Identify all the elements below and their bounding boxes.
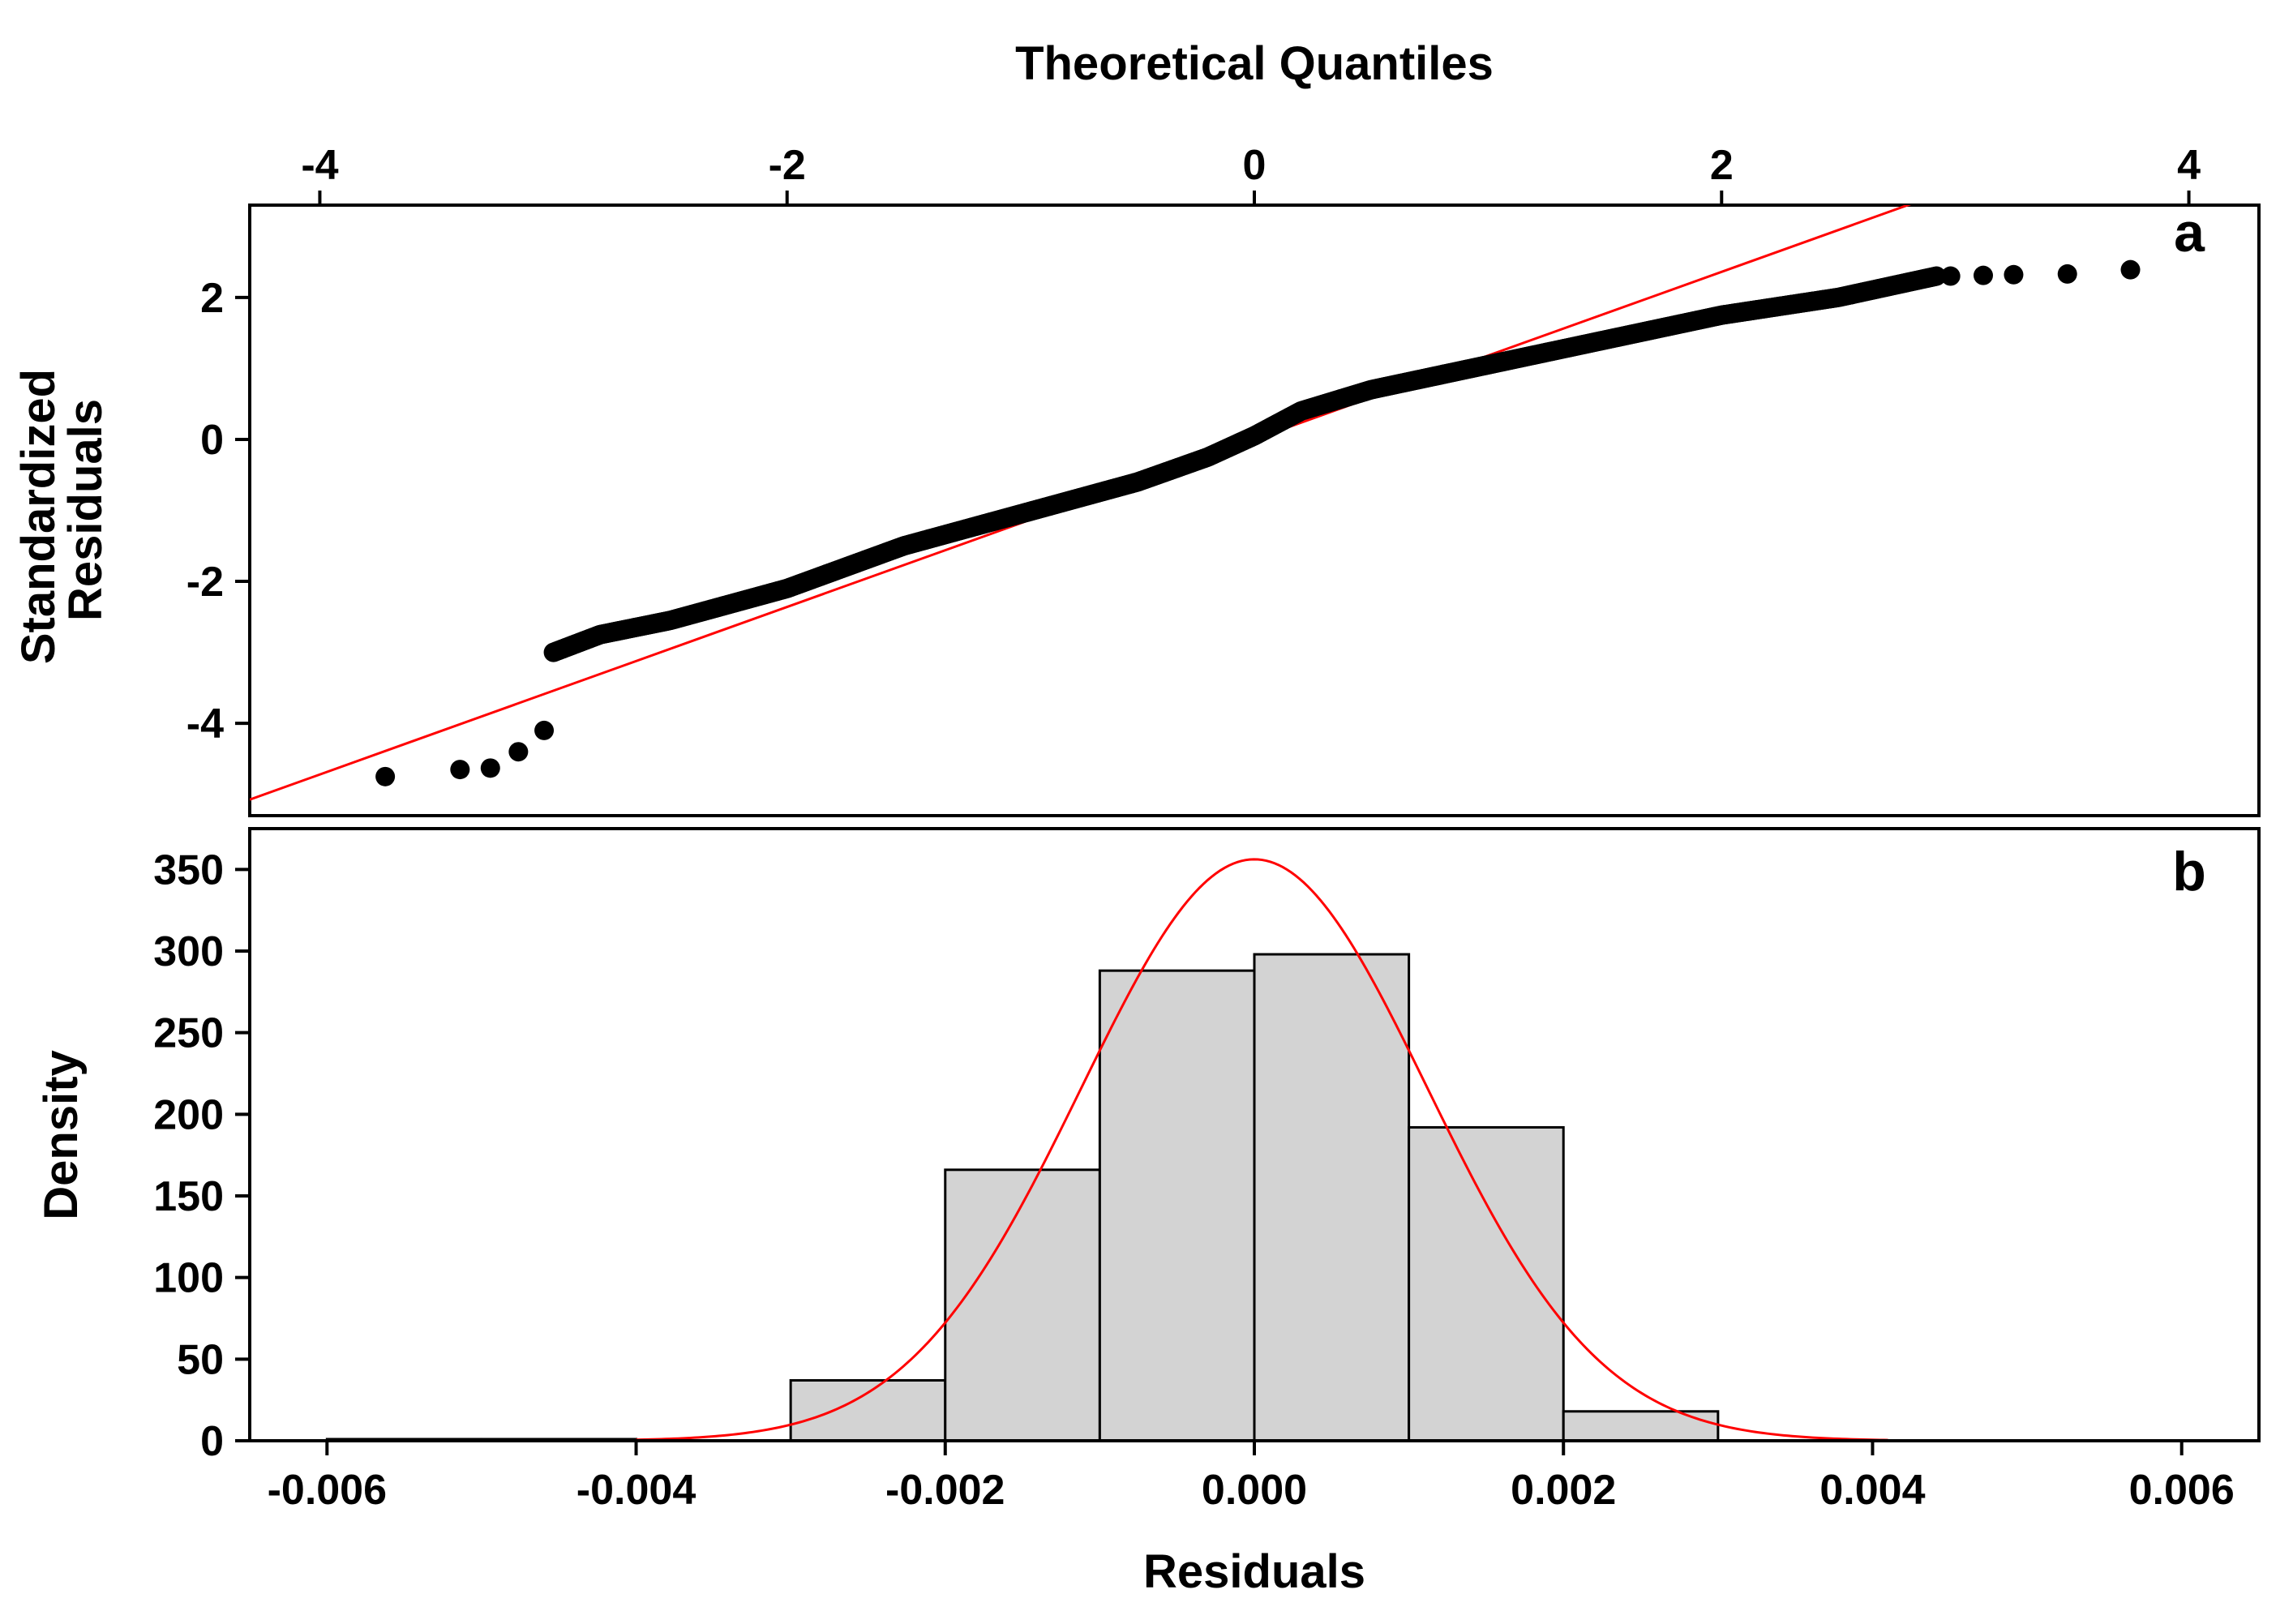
qq-point — [480, 758, 500, 778]
qq-point — [2120, 259, 2141, 280]
panel-b-x-axis-title: Residuals — [1143, 1545, 1365, 1598]
qq-point — [1973, 265, 1993, 285]
panel-a-y-tick-label: -4 — [186, 701, 224, 748]
qq-point — [534, 720, 555, 740]
qq-point — [375, 766, 396, 786]
qq-points — [375, 259, 2141, 786]
panel-a-y-tick-label: 2 — [200, 275, 224, 322]
normal-density-curve — [636, 858, 1888, 1441]
histogram-bar — [1562, 1410, 1720, 1441]
histogram-bar — [1098, 969, 1256, 1441]
panel-b-y-tick-label: 300 — [153, 928, 224, 975]
panel-b-label: b — [2172, 841, 2206, 902]
panel-a-x-tick-label: -4 — [301, 142, 338, 189]
panel-b-x-axis-ticks: -0.006 -0.004 -0.002 0.000 0.002 0.004 0.006 — [268, 1441, 2235, 1514]
panel-b-x-tick-label: -0.004 — [576, 1467, 696, 1514]
panel-b-x-tick-label: 0.002 — [1511, 1467, 1616, 1514]
panel-a-y-axis-title: Standardized Residuals — [12, 356, 112, 664]
histogram-bar — [1253, 953, 1411, 1441]
qq-point — [1940, 266, 1961, 286]
panel-a-x-axis-title: Theoretical Quantiles — [1015, 37, 1494, 90]
panel-a-label: a — [2174, 202, 2205, 264]
qq-point — [2004, 264, 2024, 285]
panel-b-y-tick-label: 250 — [153, 1010, 224, 1057]
panel-b-x-tick-label: 0.006 — [2129, 1467, 2235, 1514]
panel-b-y-tick-label: 200 — [153, 1091, 224, 1138]
histogram-bars — [325, 953, 1720, 1441]
panel-a-y-tick-label: 0 — [200, 417, 224, 464]
panel-a-y-tick-label: -2 — [186, 559, 224, 606]
panel-a-y-axis-title-line-1: Standardized — [12, 369, 65, 664]
panel-b-histogram: -0.006 -0.004 -0.002 0.000 0.002 0.004 0.006 0… — [35, 827, 2261, 1598]
panel-a-x-axis-ticks: -4 -2 0 2 4 — [301, 142, 2201, 205]
panel-b-y-axis-title: Density — [35, 1050, 88, 1220]
panel-b-y-axis-ticks: 0 50 100 150 200 250 300 350 — [153, 846, 250, 1465]
qq-point — [1927, 266, 1947, 286]
histogram-bar — [944, 1168, 1101, 1441]
panel-b-y-tick-label: 50 — [177, 1336, 224, 1383]
panel-b-x-tick-label: 0.000 — [1202, 1467, 1307, 1514]
panel-b-y-tick-label: 0 — [200, 1418, 224, 1465]
panel-b-x-tick-label: -0.006 — [268, 1467, 387, 1514]
panel-b-y-tick-label: 100 — [153, 1255, 224, 1302]
histogram-bar — [789, 1379, 947, 1441]
panel-b-x-tick-label: 0.004 — [1819, 1467, 1925, 1514]
qq-point — [450, 760, 470, 780]
panel-a-x-tick-label: -2 — [769, 142, 806, 189]
panel-a-y-axis-title-line-2: Residuals — [59, 399, 112, 621]
panel-a-x-tick-label: 2 — [1710, 142, 1734, 189]
histogram-bar — [1408, 1125, 1565, 1441]
panel-a-x-tick-label: 4 — [2177, 142, 2201, 189]
panel-a-qq-plot: -4 -2 0 2 4 2 0 -2 -4 Theoretical Quantiles Sta… — [12, 37, 2261, 817]
panel-b-y-tick-label: 150 — [153, 1173, 224, 1220]
panel-a-y-axis-ticks: 2 0 -2 -4 — [186, 275, 250, 748]
qq-point — [508, 742, 529, 762]
panel-a-x-tick-label: 0 — [1243, 142, 1267, 189]
panel-b-y-tick-label: 350 — [153, 846, 224, 893]
qq-point — [2057, 264, 2077, 284]
panel-b-x-tick-label: -0.002 — [885, 1467, 1005, 1514]
